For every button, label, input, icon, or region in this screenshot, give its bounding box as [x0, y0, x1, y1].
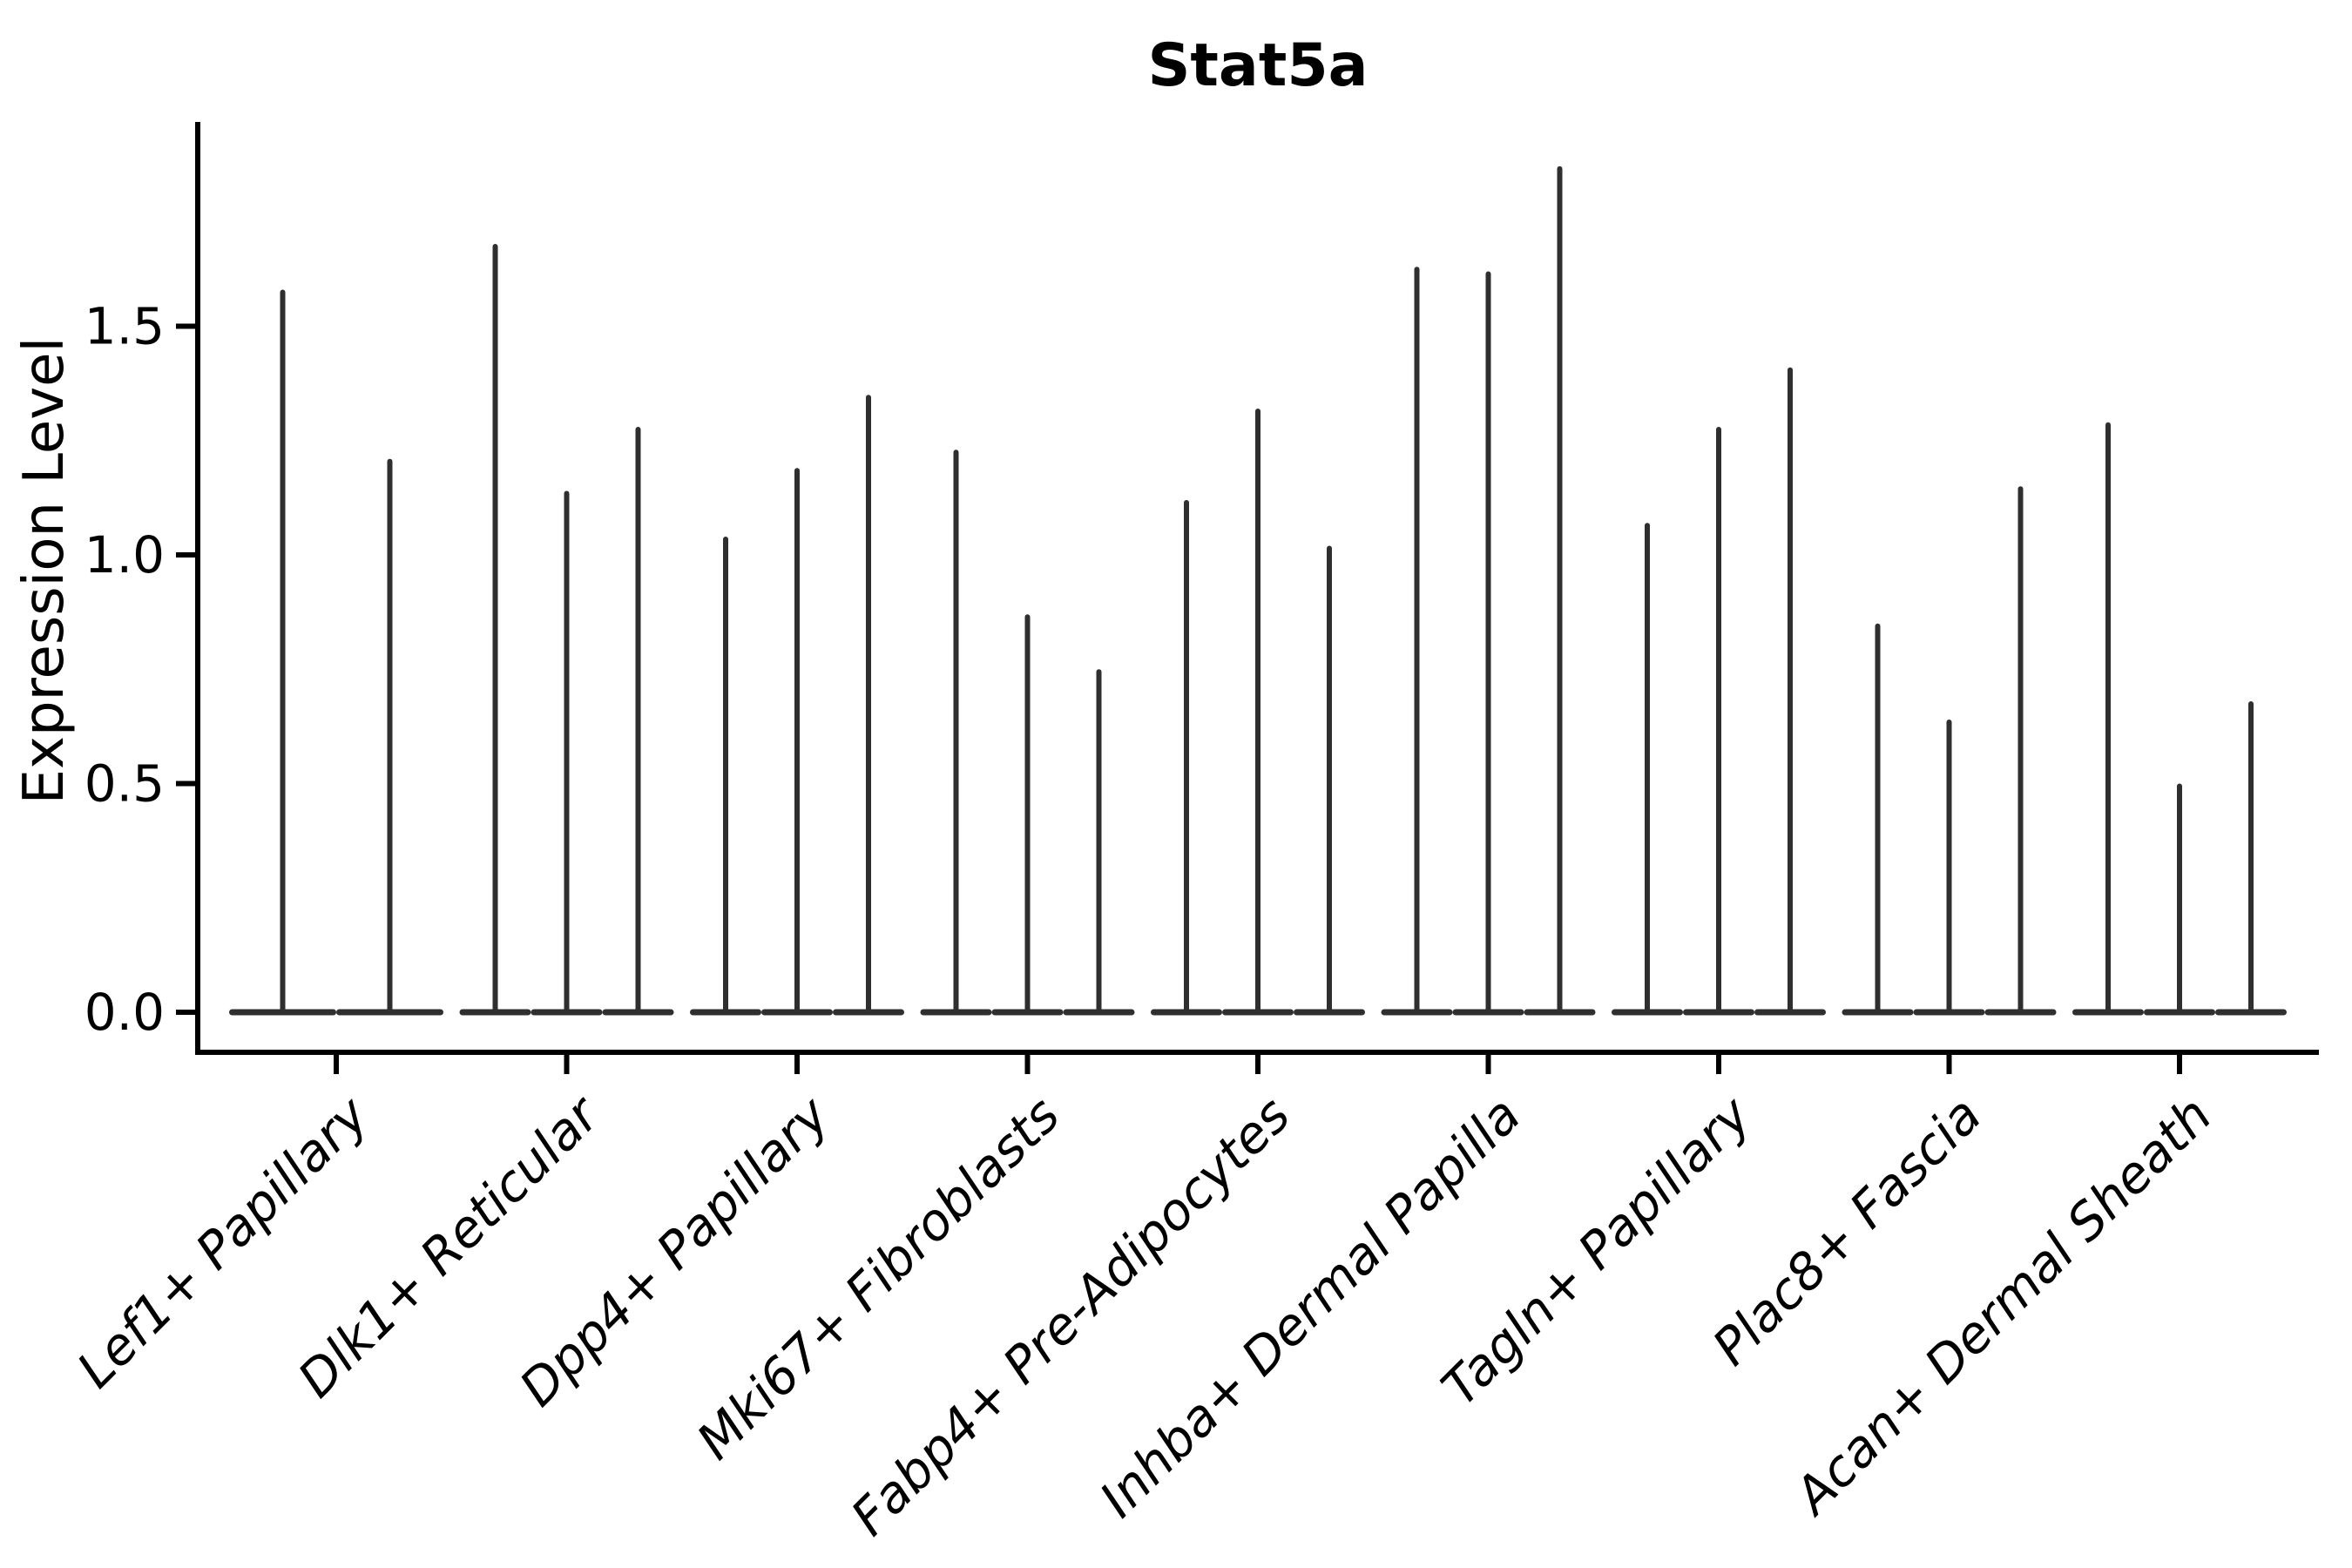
- violin-spike: [635, 427, 641, 1014]
- violin-spike: [1024, 614, 1031, 1014]
- axis-spines: [195, 122, 2319, 1055]
- violin-spike: [1255, 409, 1260, 1014]
- violin-spike: [2177, 783, 2182, 1014]
- x-tick: [1946, 1055, 1952, 1074]
- violin-spike: [1645, 523, 1650, 1014]
- x-axis-spine: [195, 1050, 2319, 1055]
- violin-spike: [492, 244, 498, 1014]
- x-tick-label: Acan+ Dermal Sheath: [1781, 1085, 2223, 1528]
- violin-spike: [953, 449, 959, 1014]
- violins: [229, 166, 2287, 1016]
- violin-spike: [723, 537, 728, 1014]
- x-tick-label: Fabp4+ Pre-Adipocytes: [840, 1085, 1301, 1547]
- violin-spike: [1414, 267, 1420, 1014]
- y-axis-spine: [195, 122, 200, 1055]
- y-tick-label: 1.5: [84, 297, 165, 356]
- chart-title: Stat5a: [1147, 31, 1368, 100]
- violin-spike: [2105, 422, 2111, 1014]
- violin-spike: [1716, 427, 1721, 1014]
- x-tick: [1024, 1055, 1031, 1074]
- violin-spike: [1184, 500, 1189, 1014]
- y-axis-ticks: 0.0 0.5 1.0 1.5: [84, 297, 195, 1042]
- x-tick: [2177, 1055, 2182, 1074]
- x-tick: [1485, 1055, 1491, 1074]
- x-tick-label: Inhba+ Dermal Papilla: [1088, 1085, 1531, 1529]
- x-tick: [564, 1055, 570, 1074]
- y-tick-label: 0.5: [84, 754, 165, 814]
- y-tick-label: 0.0: [84, 983, 165, 1042]
- y-tick-label: 1.0: [84, 525, 165, 585]
- y-tick: [176, 323, 195, 329]
- violin-spike: [1096, 669, 1102, 1014]
- y-tick: [176, 1010, 195, 1015]
- violin-spike: [1946, 720, 1952, 1014]
- x-tick: [334, 1055, 339, 1074]
- violin-spike: [1557, 166, 1563, 1014]
- x-tick: [1255, 1055, 1260, 1074]
- violin-spike: [1327, 545, 1332, 1014]
- violin-spike: [2248, 701, 2254, 1014]
- violin-spike: [1788, 367, 1793, 1014]
- y-tick: [176, 552, 195, 558]
- x-tick: [1716, 1055, 1721, 1074]
- y-tick: [176, 781, 195, 787]
- violin-spike: [387, 458, 393, 1014]
- x-axis-ticks: [334, 1055, 2182, 1074]
- violin-spike: [1485, 271, 1491, 1014]
- y-axis-label: Expression Level: [12, 337, 77, 805]
- violin-spike: [280, 289, 286, 1014]
- x-tick: [794, 1055, 800, 1074]
- violin-spike: [564, 490, 570, 1014]
- violin-spike: [794, 468, 800, 1014]
- violin-spike: [866, 395, 871, 1014]
- violin-spike: [1875, 623, 1881, 1014]
- violin-spike: [2017, 486, 2024, 1014]
